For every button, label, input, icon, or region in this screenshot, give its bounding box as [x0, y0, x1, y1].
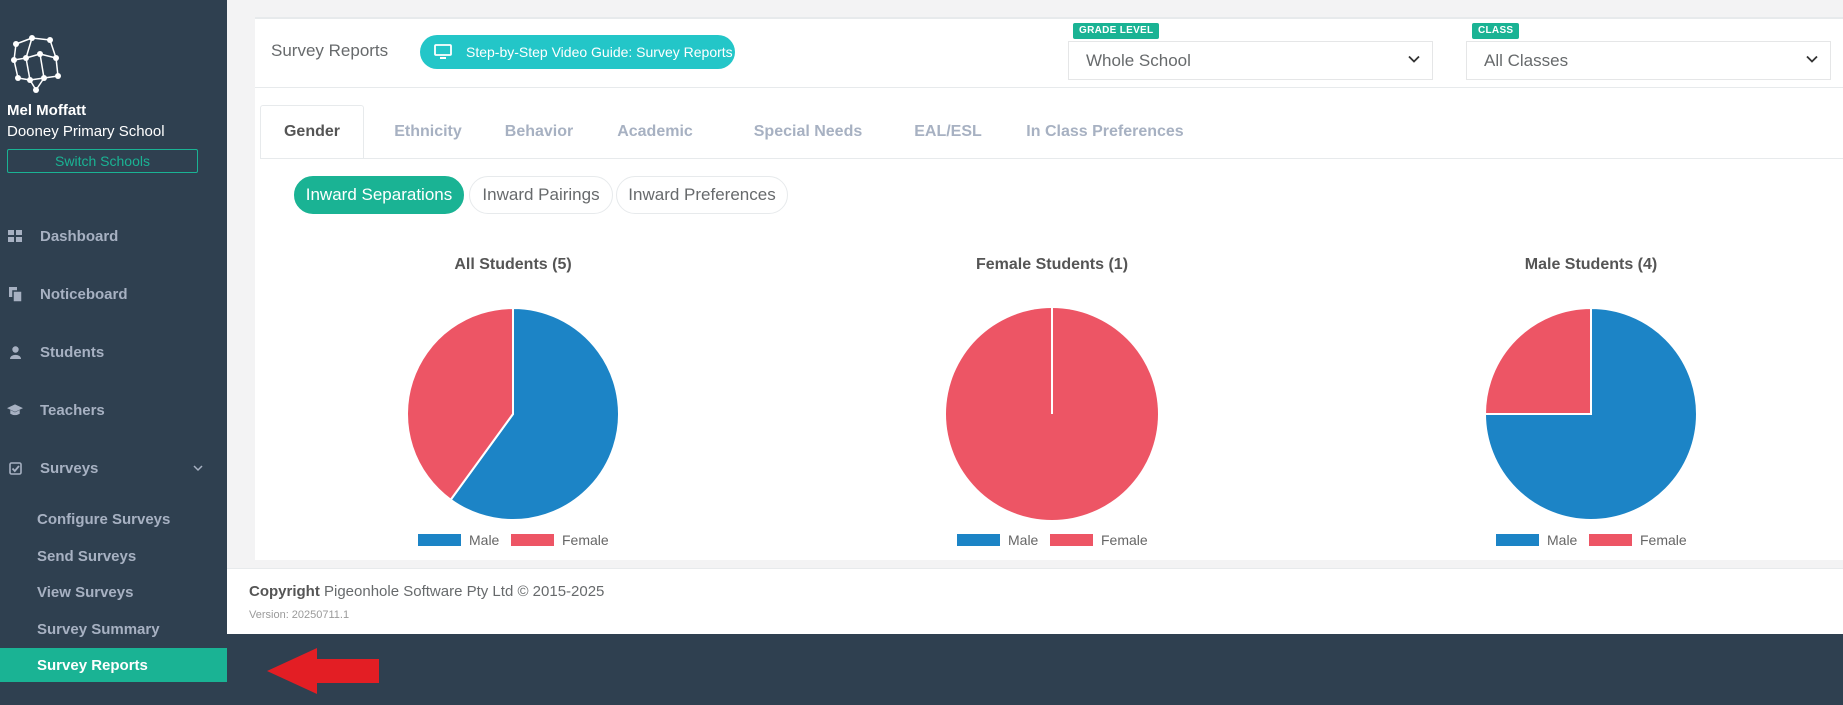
sidebar-item-label: Students	[40, 343, 105, 361]
legend-male: Male	[957, 532, 1038, 548]
report-header: Survey Reports Step-by-Step Video Guide:…	[255, 19, 1843, 88]
chart-title: Female Students (1)	[975, 256, 1129, 273]
tab-ethnicity[interactable]: Ethnicity	[394, 123, 462, 140]
grade-level-select[interactable]: Whole School	[1068, 41, 1433, 80]
pie-slice-male	[1483, 306, 1698, 521]
tab-behavior[interactable]: Behavior	[504, 123, 574, 140]
user-icon	[7, 344, 23, 360]
sidebar-item-label: Dashboard	[40, 227, 119, 245]
sidebar-item-label: Noticeboard	[40, 285, 128, 303]
sidebar-item-dashboard[interactable]: Dashboard	[0, 216, 227, 256]
legend-female: Female	[1050, 532, 1148, 548]
user-name: Mel Moffatt	[7, 102, 87, 119]
legend-female: Female	[1589, 532, 1687, 548]
red-arrow-annotation	[267, 648, 379, 694]
tab-special-needs[interactable]: Special Needs	[753, 123, 863, 140]
pie-slice-female	[1483, 306, 1592, 415]
pie-slice-male	[449, 306, 620, 521]
legend-male: Male	[418, 532, 499, 548]
legend-label: Female	[562, 532, 609, 548]
sidebar-subitem-send-surveys[interactable]: Send Surveys	[37, 547, 137, 565]
copyright-label: Copyright	[249, 583, 320, 600]
legend-swatch	[1589, 534, 1632, 546]
pill-inward-pairings[interactable]: Inward Pairings	[469, 176, 613, 214]
legend-label: Female	[1101, 532, 1148, 548]
tab-in-class-preferences[interactable]: In Class Preferences	[1026, 123, 1184, 140]
legend-swatch	[418, 534, 461, 546]
report-panel: Survey Reports Step-by-Step Video Guide:…	[255, 17, 1843, 560]
sidebar-item-students[interactable]: Students	[0, 332, 227, 372]
sidebar-subitem-configure-surveys[interactable]: Configure Surveys	[37, 510, 171, 528]
copy-icon	[7, 286, 23, 302]
switch-schools-button[interactable]: Switch Schools	[7, 149, 198, 173]
legend-label: Male	[469, 532, 500, 548]
check-square-icon	[7, 460, 23, 476]
version-text: Version: 20250711.1	[249, 609, 350, 621]
class-select[interactable]: All Classes	[1466, 41, 1831, 80]
sidebar-item-label: Surveys	[40, 459, 99, 477]
legend-swatch	[511, 534, 554, 546]
graduation-cap-icon	[7, 402, 23, 418]
copyright: Copyright Pigeonhole Software Pty Ltd © …	[249, 583, 604, 600]
pie-slice-female	[406, 306, 514, 502]
sidebar-item-surveys[interactable]: Surveys	[0, 448, 227, 488]
pie-chart-female-students	[946, 308, 1158, 520]
footer: Copyright Pigeonhole Software Pty Ltd © …	[227, 568, 1843, 634]
tab-eal-esl[interactable]: EAL/ESL	[914, 123, 982, 140]
legend-label: Male	[1008, 532, 1039, 548]
class-label: CLASS	[1472, 23, 1520, 39]
chart-title: Male Students (4)	[1524, 256, 1658, 273]
video-guide-button[interactable]: Step-by-Step Video Guide: Survey Reports	[420, 35, 735, 69]
sidebar-item-label: Teachers	[40, 401, 105, 419]
tabs-divider	[260, 158, 1843, 159]
legend-female: Female	[511, 532, 609, 548]
logo-icon	[11, 35, 61, 93]
sidebar-item-teachers[interactable]: Teachers	[0, 390, 227, 430]
sidebar-subitem-view-surveys[interactable]: View Surveys	[37, 583, 134, 601]
video-guide-label: Step-by-Step Video Guide: Survey Reports	[466, 44, 733, 60]
chevron-down-icon	[193, 461, 203, 475]
legend-swatch	[1050, 534, 1093, 546]
grade-level-label: GRADE LEVEL	[1073, 23, 1160, 39]
tab-academic[interactable]: Academic	[617, 123, 693, 140]
legend-label: Female	[1640, 532, 1687, 548]
sidebar-item-noticeboard[interactable]: Noticeboard	[0, 274, 227, 314]
grade-level-value: Whole School	[1086, 50, 1191, 70]
grid-icon	[7, 228, 23, 244]
chevron-down-icon	[1408, 55, 1420, 63]
tab-gender[interactable]: Gender	[260, 105, 364, 159]
copyright-text: Pigeonhole Software Pty Ltd © 2015-2025	[319, 583, 605, 600]
pill-inward-separations[interactable]: Inward Separations	[294, 176, 464, 214]
legend-label: Male	[1547, 532, 1578, 548]
school-name: Dooney Primary School	[7, 123, 165, 140]
legend-swatch	[1496, 534, 1539, 546]
class-value: All Classes	[1484, 50, 1569, 70]
chart-title: All Students (5)	[454, 256, 572, 273]
pie-chart-male-students	[1483, 306, 1698, 521]
sidebar: Mel Moffatt Dooney Primary School Switch…	[0, 0, 227, 705]
sidebar-subitem-survey-summary[interactable]: Survey Summary	[37, 620, 160, 638]
page-title: Survey Reports	[271, 41, 389, 60]
monitor-icon	[434, 44, 452, 59]
legend-swatch	[957, 534, 1000, 546]
pill-inward-preferences[interactable]: Inward Preferences	[616, 176, 788, 214]
sidebar-subitem-survey-reports[interactable]: Survey Reports	[0, 648, 227, 682]
pie-chart-all-students	[406, 306, 620, 521]
legend-male: Male	[1496, 532, 1577, 548]
chevron-down-icon	[1806, 55, 1818, 63]
